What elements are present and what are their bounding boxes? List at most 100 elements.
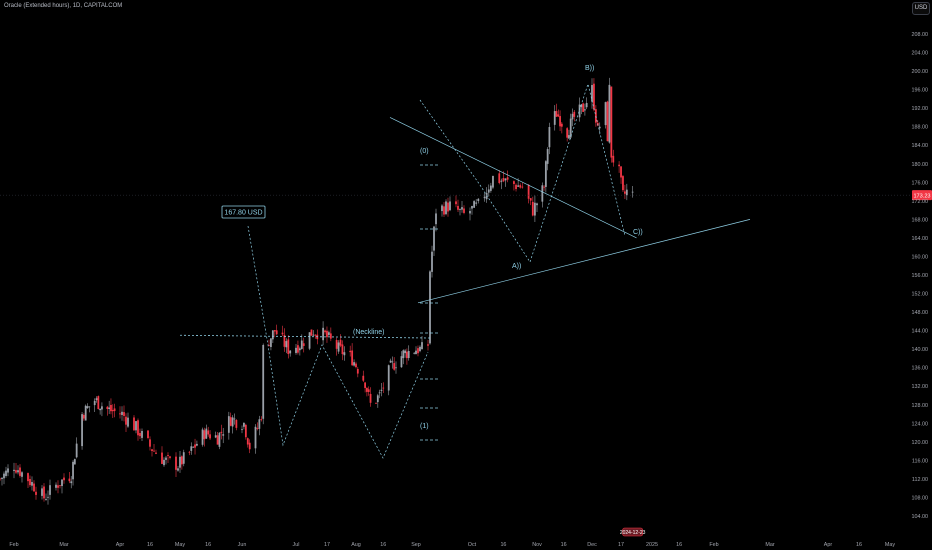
candle-body (544, 161, 547, 187)
candle-body (133, 417, 135, 431)
time-tick-label: Aug (351, 542, 361, 548)
candle-body (366, 387, 368, 392)
candle-body (443, 206, 445, 215)
wave-path-1 (247, 225, 429, 459)
candle-body (61, 479, 63, 487)
candle-body (341, 344, 344, 355)
candle-body (81, 414, 83, 447)
candle-body (15, 470, 17, 473)
price-tick-label: 188.00 (912, 125, 929, 131)
time-tick-label: 16 (561, 542, 567, 548)
candle-body (543, 186, 545, 188)
candle-body (459, 209, 461, 210)
candle-body (192, 446, 195, 448)
candle-body (57, 485, 59, 488)
candle-body (216, 435, 219, 445)
candle-body (521, 186, 524, 188)
candle-body (531, 201, 534, 216)
candle-body (169, 456, 171, 458)
target-price-label: 167.80 USD (224, 210, 262, 217)
candle-body (139, 433, 141, 437)
candle-body (95, 398, 98, 401)
candle-body (190, 446, 193, 451)
time-tick-label: May (175, 542, 185, 548)
candle-body (31, 482, 33, 486)
candle-body (362, 375, 365, 381)
price-tick-label: 208.00 (912, 32, 929, 38)
candle-body (233, 418, 236, 420)
candle-body (500, 180, 503, 182)
candle-body (566, 128, 569, 138)
candle-body (163, 459, 165, 466)
candle-body (194, 444, 196, 448)
candle-body (387, 365, 390, 391)
candle-body (29, 478, 31, 486)
candle-body (47, 496, 49, 498)
candle-body (487, 189, 490, 193)
candle-body (529, 198, 532, 201)
candle-body (625, 189, 628, 196)
candle-body (248, 442, 251, 450)
candle-body (155, 452, 157, 454)
candles-layer (0, 77, 634, 505)
candle-body (375, 402, 377, 404)
candle-body (297, 345, 299, 353)
candle-body (441, 205, 443, 212)
time-tick-label: 16 (205, 542, 211, 548)
candle-body (111, 410, 114, 412)
candle-body (604, 102, 607, 126)
price-tick-label: 108.00 (912, 495, 929, 501)
date-marker-label: 2024-12-23 (620, 530, 646, 536)
candle-body (241, 429, 243, 431)
neckline (179, 334, 433, 339)
price-tick-label: 112.00 (912, 477, 928, 483)
time-tick-label: 16 (147, 542, 153, 548)
currency-button[interactable]: USD (912, 2, 930, 15)
candle-body (254, 426, 257, 449)
candle-body (349, 350, 352, 353)
candle-body (483, 196, 486, 199)
candle-body (449, 201, 451, 211)
candle-body (382, 387, 385, 389)
candle-body (580, 104, 583, 108)
candle-body (407, 350, 410, 359)
price-tick-label: 128.00 (912, 403, 929, 409)
candle-body (99, 408, 102, 411)
candle-body (231, 417, 234, 427)
candle-body (201, 429, 204, 445)
candle-body (376, 395, 379, 403)
candle-body (391, 361, 394, 363)
candle-body (244, 424, 247, 438)
candle-body (406, 351, 408, 359)
candle-body (571, 113, 574, 120)
candle-body (515, 184, 517, 190)
price-tick-label: 172.00 (912, 199, 929, 205)
candle-body (380, 389, 383, 391)
candle-body (68, 478, 71, 482)
candle-body (447, 202, 449, 212)
candle-body (161, 452, 163, 464)
candle-body (312, 334, 315, 336)
price-tick-label: 184.00 (912, 143, 929, 149)
candle-body (527, 184, 530, 199)
candle-body (622, 176, 624, 191)
candle-body (75, 443, 78, 458)
time-tick-label: May (885, 542, 895, 548)
candle-body (182, 452, 185, 464)
candle-body (419, 346, 421, 352)
price-tick-label: 132.00 (912, 384, 929, 390)
candle-body (310, 329, 313, 336)
time-tick-label: Apr (116, 542, 125, 548)
candle-body (55, 484, 57, 488)
candle-body (283, 334, 286, 347)
price-tick-label: 156.00 (912, 273, 929, 279)
date-marker-badge (622, 527, 643, 537)
candle-body (427, 344, 429, 346)
candle-body (151, 449, 153, 451)
candle-body (125, 416, 127, 425)
time-tick-label: Mar (59, 542, 68, 548)
candle-body (49, 485, 51, 495)
candle-body (262, 345, 265, 419)
candle-body (322, 327, 324, 341)
